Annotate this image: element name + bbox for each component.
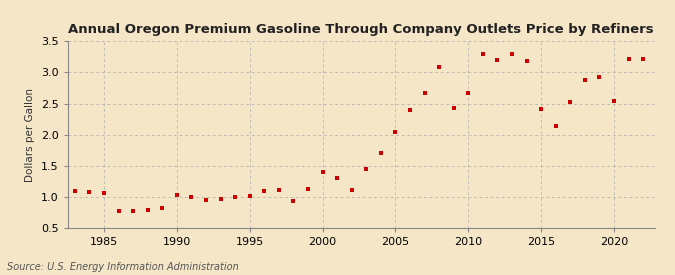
Point xyxy=(259,189,269,193)
Point xyxy=(200,197,211,202)
Point xyxy=(215,197,226,201)
Point xyxy=(623,56,634,61)
Point xyxy=(113,209,124,214)
Point xyxy=(375,151,386,156)
Point xyxy=(506,51,517,56)
Point xyxy=(317,170,328,174)
Point xyxy=(70,189,80,193)
Point xyxy=(550,124,561,128)
Point xyxy=(288,199,299,204)
Point xyxy=(638,56,649,61)
Point xyxy=(492,58,503,62)
Point xyxy=(521,58,532,63)
Point xyxy=(477,51,488,56)
Point xyxy=(448,106,459,110)
Point xyxy=(273,187,284,192)
Point xyxy=(565,100,576,104)
Point xyxy=(390,130,401,134)
Point xyxy=(171,193,182,197)
Text: Source: U.S. Energy Information Administration: Source: U.S. Energy Information Administ… xyxy=(7,262,238,272)
Point xyxy=(142,207,153,212)
Point xyxy=(419,91,430,95)
Point xyxy=(244,194,255,199)
Point xyxy=(99,191,109,195)
Point xyxy=(346,187,357,192)
Title: Annual Oregon Premium Gasoline Through Company Outlets Price by Refiners: Annual Oregon Premium Gasoline Through C… xyxy=(68,23,654,36)
Point xyxy=(579,78,590,82)
Point xyxy=(536,106,547,111)
Point xyxy=(361,167,372,171)
Y-axis label: Dollars per Gallon: Dollars per Gallon xyxy=(25,88,35,182)
Point xyxy=(331,176,342,181)
Point xyxy=(128,209,138,213)
Point xyxy=(463,91,474,95)
Point xyxy=(609,99,620,103)
Point xyxy=(404,108,415,112)
Point xyxy=(302,187,313,191)
Point xyxy=(157,205,167,210)
Point xyxy=(186,195,196,199)
Point xyxy=(433,65,444,70)
Point xyxy=(594,75,605,79)
Point xyxy=(230,195,240,199)
Point xyxy=(84,190,95,194)
